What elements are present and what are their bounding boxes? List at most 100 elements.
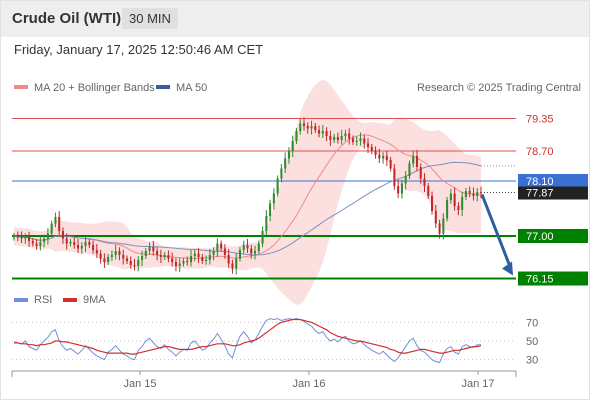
candle bbox=[99, 249, 102, 264]
header-bar: Crude Oil (WTI) 30 MIN bbox=[1, 1, 589, 37]
level-labels: 79.35 78.70 78.10 77.00 76.15 77.87 bbox=[518, 114, 588, 286]
candle-body bbox=[43, 238, 46, 242]
ma50-legend-label: MA 50 bbox=[176, 82, 207, 94]
candle-body bbox=[58, 217, 61, 231]
candle bbox=[476, 188, 479, 202]
timeframe-button[interactable]: 30 MIN bbox=[122, 8, 178, 29]
candle bbox=[137, 256, 140, 272]
candle-body bbox=[404, 176, 407, 184]
forecast-arrow-head bbox=[502, 261, 513, 276]
candle-body bbox=[171, 258, 174, 262]
candle-body bbox=[231, 263, 234, 269]
rsi-ma-line bbox=[14, 318, 482, 355]
candle bbox=[171, 252, 174, 267]
candle bbox=[427, 183, 430, 199]
candle-body bbox=[50, 223, 53, 234]
candle-body bbox=[174, 262, 177, 266]
candle bbox=[178, 258, 181, 272]
candle bbox=[370, 144, 373, 154]
candle bbox=[306, 122, 309, 134]
candle-body bbox=[46, 233, 49, 239]
candle bbox=[235, 253, 238, 275]
candle-body bbox=[148, 247, 151, 251]
candle bbox=[276, 175, 279, 197]
candle bbox=[125, 255, 129, 264]
candle-body bbox=[476, 192, 479, 196]
candle-body bbox=[340, 136, 343, 140]
candle bbox=[216, 238, 219, 257]
candle bbox=[340, 130, 343, 145]
candle bbox=[472, 187, 475, 201]
candle-body bbox=[141, 256, 144, 260]
candle-body bbox=[382, 156, 385, 159]
moving-averages bbox=[13, 134, 516, 259]
candle bbox=[133, 259, 136, 271]
candle bbox=[20, 231, 23, 243]
candle-body bbox=[261, 231, 264, 244]
candle-body bbox=[216, 243, 219, 251]
ma50-legend-swatch bbox=[156, 85, 170, 89]
candle-body bbox=[302, 123, 306, 126]
candle bbox=[197, 248, 200, 263]
candle bbox=[12, 233, 16, 241]
candle-body bbox=[205, 260, 208, 261]
candle bbox=[39, 236, 42, 251]
candle bbox=[397, 180, 400, 198]
candle-body bbox=[238, 250, 242, 259]
candle-body bbox=[16, 236, 19, 238]
candle bbox=[385, 150, 388, 166]
candles bbox=[12, 117, 483, 275]
candle-body bbox=[427, 186, 430, 196]
candle bbox=[464, 188, 467, 200]
candle-body bbox=[269, 203, 272, 216]
candle-body bbox=[449, 193, 452, 200]
candle-body bbox=[321, 131, 324, 134]
bollinger-bands bbox=[14, 79, 481, 305]
candle-body bbox=[133, 265, 136, 266]
candle-body bbox=[442, 218, 445, 234]
candle-body bbox=[12, 236, 16, 238]
candle bbox=[114, 245, 117, 260]
candle-body bbox=[295, 131, 298, 141]
candle bbox=[351, 135, 354, 145]
candle-body bbox=[434, 211, 437, 224]
candle-body bbox=[122, 255, 125, 259]
candle bbox=[103, 253, 106, 268]
candle bbox=[457, 202, 460, 216]
candle bbox=[442, 213, 445, 240]
candle bbox=[148, 242, 151, 255]
candle-body bbox=[472, 193, 475, 196]
candle bbox=[325, 127, 328, 142]
level-label: 78.10 bbox=[526, 176, 554, 188]
candle bbox=[65, 233, 68, 250]
last-price-label: 77.87 bbox=[526, 188, 554, 200]
candle bbox=[336, 132, 339, 144]
candle-body bbox=[24, 237, 27, 239]
candle bbox=[31, 238, 34, 247]
candle-body bbox=[88, 242, 91, 245]
candle bbox=[73, 237, 76, 249]
candle bbox=[269, 199, 272, 222]
candle-body bbox=[197, 253, 200, 257]
candle bbox=[412, 151, 415, 168]
candle-body bbox=[189, 256, 193, 262]
x-axis: Jan 15 Jan 16 Jan 17 bbox=[11, 370, 517, 390]
candle bbox=[141, 250, 144, 266]
candle bbox=[80, 242, 83, 254]
candle-body bbox=[223, 248, 226, 255]
candle bbox=[261, 226, 264, 248]
candle bbox=[227, 249, 230, 268]
candle-body bbox=[336, 137, 339, 140]
bollinger-band-fill bbox=[14, 79, 481, 305]
candle-body bbox=[389, 160, 392, 169]
candle bbox=[186, 256, 189, 266]
candle bbox=[43, 234, 46, 248]
candle bbox=[159, 249, 162, 263]
candle-body bbox=[385, 156, 388, 160]
ma50-line bbox=[13, 161, 482, 256]
candle-body bbox=[39, 242, 42, 246]
rsi-panel: 70 50 30 bbox=[12, 317, 538, 367]
candle-body bbox=[280, 168, 283, 179]
candle bbox=[348, 128, 351, 145]
candle-body bbox=[73, 242, 76, 245]
